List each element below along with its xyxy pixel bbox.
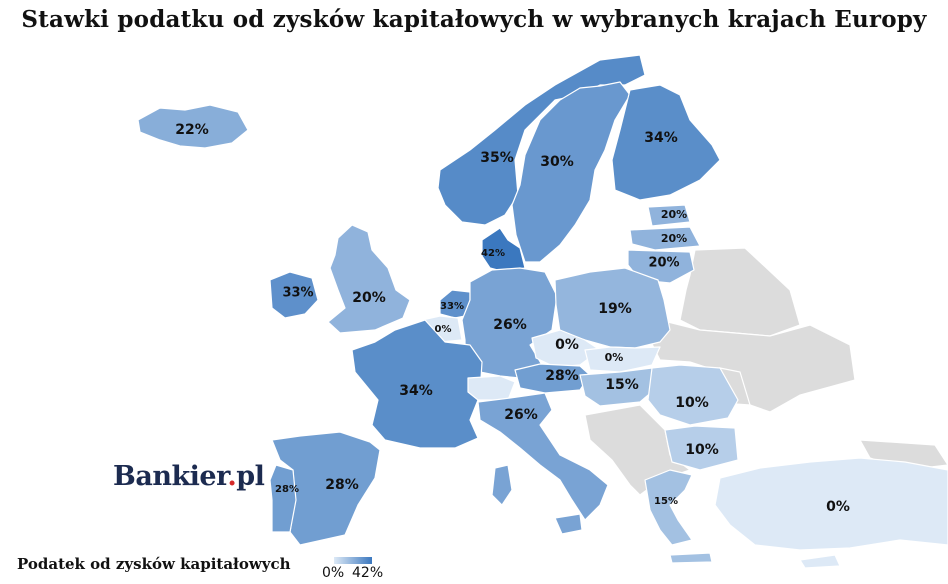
country-latvia bbox=[629, 226, 701, 251]
region-belarus-russia bbox=[679, 247, 801, 337]
country-estonia bbox=[647, 204, 691, 227]
country-portugal bbox=[269, 464, 297, 533]
legend-min-label: 0% bbox=[322, 565, 345, 581]
country-denmark bbox=[481, 227, 526, 273]
label-lithuania: 20% bbox=[648, 256, 679, 271]
country-italy bbox=[477, 392, 609, 521]
label-romania: 10% bbox=[675, 395, 709, 411]
country-cyprus bbox=[799, 554, 841, 569]
country-crete bbox=[669, 552, 713, 564]
label-sweden: 30% bbox=[540, 154, 574, 170]
country-romania bbox=[647, 364, 739, 426]
label-belgium: 0% bbox=[435, 324, 452, 335]
legend-title: Podatek od zysków kapitałowych bbox=[17, 555, 291, 573]
country-sicily bbox=[554, 513, 583, 535]
label-ireland: 33% bbox=[282, 286, 313, 301]
label-norway: 35% bbox=[480, 150, 514, 166]
label-greece: 15% bbox=[654, 496, 678, 507]
country-sweden bbox=[511, 81, 631, 263]
label-bulgaria: 10% bbox=[685, 442, 719, 458]
label-poland: 19% bbox=[598, 301, 632, 317]
label-netherlands: 33% bbox=[440, 301, 464, 312]
label-czechia: 0% bbox=[555, 337, 579, 353]
country-france bbox=[351, 319, 483, 449]
label-finland: 34% bbox=[644, 130, 678, 146]
label-portugal: 28% bbox=[275, 484, 299, 495]
label-turkey: 0% bbox=[826, 499, 850, 515]
map-title: Stawki podatku od zysków kapitałowych w … bbox=[21, 6, 927, 33]
label-united-kingdom: 20% bbox=[352, 290, 386, 306]
countries bbox=[137, 54, 948, 569]
bankier-logo: Bankier.pl bbox=[113, 461, 265, 492]
label-germany: 26% bbox=[493, 317, 527, 333]
label-spain: 28% bbox=[325, 477, 359, 493]
label-france: 34% bbox=[399, 383, 433, 399]
country-ireland bbox=[269, 271, 319, 319]
country-slovakia bbox=[584, 346, 661, 373]
label-austria: 28% bbox=[545, 368, 579, 384]
country-labels: 22% 35% 30% 34% 20% 20% 20% 42% 33% 20% 33% 0% 26% 19… bbox=[175, 122, 850, 515]
label-iceland: 22% bbox=[175, 122, 209, 138]
label-slovakia: 0% bbox=[605, 351, 624, 364]
label-estonia: 20% bbox=[661, 208, 687, 221]
country-united-kingdom bbox=[327, 224, 411, 334]
legend-max-label: 42% bbox=[352, 565, 384, 581]
country-bulgaria bbox=[664, 425, 739, 471]
region-ukraine bbox=[649, 319, 856, 413]
label-denmark: 42% bbox=[481, 248, 505, 259]
country-iceland bbox=[137, 104, 249, 149]
label-latvia: 20% bbox=[661, 232, 687, 245]
country-turkey bbox=[714, 457, 948, 551]
country-finland bbox=[611, 84, 721, 201]
legend-gradient bbox=[334, 557, 372, 564]
country-switzerland bbox=[467, 375, 516, 401]
country-greece bbox=[644, 469, 693, 546]
label-hungary: 15% bbox=[605, 377, 639, 393]
label-italy: 26% bbox=[504, 407, 538, 423]
country-sardinia bbox=[491, 464, 513, 506]
